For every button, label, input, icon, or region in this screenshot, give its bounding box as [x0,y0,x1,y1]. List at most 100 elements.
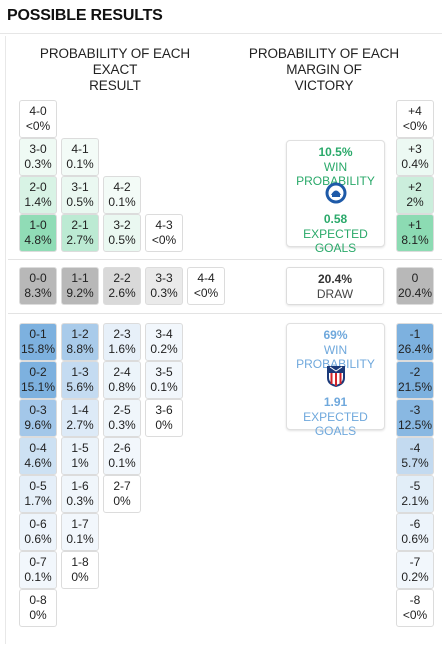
cell-score: 3-1 [71,180,89,194]
cell-probability: 0.2% [401,570,429,584]
cell-score: 1-5 [71,441,89,455]
score-cell: 0-3 9.6% [19,399,57,437]
cell-probability: 0.5% [66,195,94,209]
score-cell: 4-4 <0% [187,267,225,305]
margin-heading: PROBABILITY OF EACH MARGIN OF VICTORY [222,46,426,94]
cell-probability: 8.1% [401,233,429,247]
cell-probability: 2.7% [66,418,94,432]
cell-score: -6 [409,517,421,531]
score-cell: 2-1 2.7% [61,214,99,252]
margin-cell: -3 12.5% [396,399,434,437]
cell-score: 0-0 [29,271,47,285]
cell-probability: 0.4% [401,157,429,171]
cell-score: -4 [409,441,421,455]
score-cell: 2-4 0.8% [103,361,141,399]
cell-probability: 1% [71,456,89,470]
score-cell: 3-6 0% [145,399,183,437]
score-cell: 2-7 0% [103,475,141,513]
cell-score: 4-3 [155,218,173,232]
cell-score: 3-6 [155,403,173,417]
score-cell: 3-0 0.3% [19,138,57,176]
cell-probability: 8.3% [24,286,52,300]
home-team-card: 10.5% WIN PROBABILITY 0.58 EXPECTED GOAL… [286,140,385,255]
away-xg-label: EXPECTED GOALS [303,410,368,438]
score-cell: 1-7 0.1% [61,513,99,551]
cell-probability: 4.8% [24,233,52,247]
divider-top [8,259,442,260]
cell-score: -5 [409,479,421,493]
cell-probability: 0.1% [66,157,94,171]
away-win-probability: 69% [323,328,348,342]
home-xg-label: EXPECTED GOALS [303,227,368,255]
section-title: POSSIBLE RESULTS [7,7,163,24]
cell-probability: 1.6% [108,342,136,356]
cell-score: 2-3 [113,327,131,341]
cell-probability: 2.7% [66,233,94,247]
cell-probability: 0.1% [66,532,94,546]
cell-probability: 20.4% [397,286,433,300]
cell-probability: 0.6% [24,532,52,546]
cell-score: 1-4 [71,403,89,417]
cell-score: 2-6 [113,441,131,455]
score-cell: 2-3 1.6% [103,323,141,361]
score-cell: 3-1 0.5% [61,176,99,214]
cell-probability: 2.1% [401,494,429,508]
cell-score: 1-1 [71,271,89,285]
cell-probability: 5.6% [66,380,94,394]
margin-cell: +4 <0% [396,100,434,138]
cell-probability: 0.3% [108,418,136,432]
margin-cell: 0 20.4% [396,267,434,305]
cell-probability: <0% [402,119,428,133]
margin-cell: +1 8.1% [396,214,434,252]
cell-score: 2-2 [113,271,131,285]
margin-cell: -6 0.6% [396,513,434,551]
cell-score: 0-5 [29,479,47,493]
cell-probability: 0.3% [24,157,52,171]
cell-score: 1-2 [71,327,89,341]
cell-probability: 2% [406,195,424,209]
score-cell: 4-3 <0% [145,214,183,252]
margin-cell: -5 2.1% [396,475,434,513]
alaves-crest-icon [325,181,347,205]
cell-probability: 0% [155,418,173,432]
cell-probability: 0.1% [150,380,178,394]
score-cell: 0-5 1.7% [19,475,57,513]
cell-probability: 1.7% [24,494,52,508]
cell-score: 1-0 [29,218,47,232]
cell-score: 0-7 [29,555,47,569]
cell-score: 1-7 [71,517,89,531]
score-cell: 3-4 0.2% [145,323,183,361]
away-team-card: 69% WIN PROBABILITY 1.91 EXPECTED GOALS [286,323,385,438]
score-cell: 0-4 4.6% [19,437,57,475]
score-cell: 0-6 0.6% [19,513,57,551]
score-cell: 2-5 0.3% [103,399,141,437]
cell-probability: 21.5% [397,380,433,394]
cell-probability: 8.8% [66,342,94,356]
margin-cell: -8 <0% [396,589,434,627]
score-cell: 3-3 0.3% [145,267,183,305]
cell-probability: <0% [402,608,428,622]
score-cell: 2-2 2.6% [103,267,141,305]
cell-probability: 0% [29,608,47,622]
atletico-crest-icon [325,364,347,388]
cell-score: +2 [408,180,422,194]
score-cell: 2-0 1.4% [19,176,57,214]
cell-score: +4 [408,104,422,118]
score-cell: 4-2 0.1% [103,176,141,214]
draw-label: DRAW [316,287,354,301]
exact-result-heading: PROBABILITY OF EACH EXACT RESULT [20,46,210,94]
cell-probability: 0.3% [150,286,178,300]
cell-probability: 0.1% [108,456,136,470]
cell-probability: 9.6% [24,418,52,432]
cell-score: 3-2 [113,218,131,232]
draw-probability: 20.4% [317,272,353,286]
home-expected-goals: 0.58 [323,212,348,226]
cell-probability: 9.2% [66,286,94,300]
cell-score: 0-2 [29,365,47,379]
cell-score: 2-5 [113,403,131,417]
margin-cell: -4 5.7% [396,437,434,475]
cell-probability: 1.4% [24,195,52,209]
section-header: POSSIBLE RESULTS [0,0,442,34]
cell-score: 0-4 [29,441,47,455]
cell-score: -8 [409,593,421,607]
